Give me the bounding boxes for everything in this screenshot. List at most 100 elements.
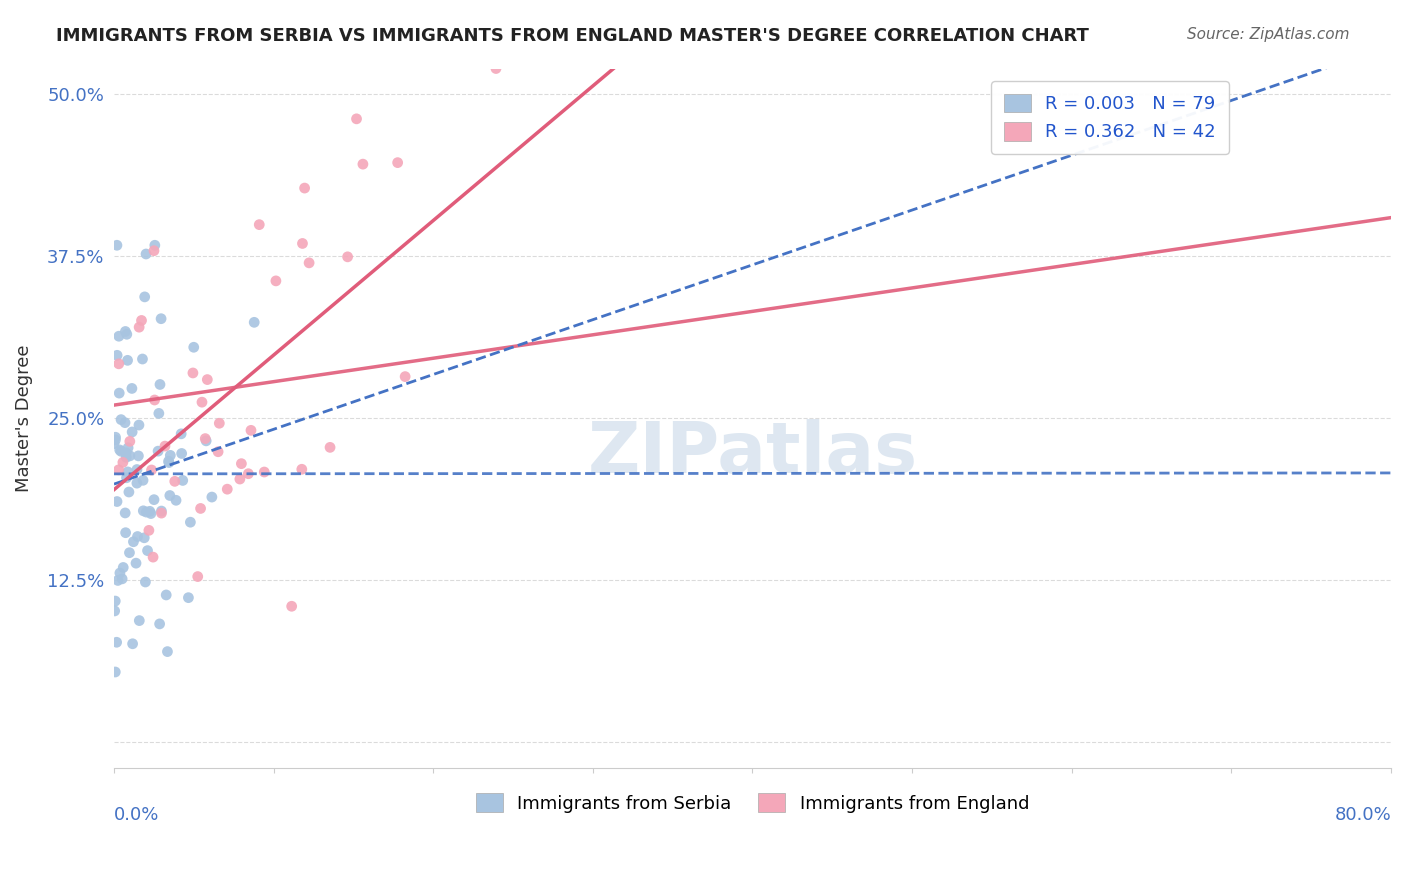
Point [165,493,187,508]
Point [117,353,139,368]
Text: ZIPatlas: ZIPatlas [588,418,918,488]
Point [170,446,193,460]
Point [136,543,159,558]
Point [141,463,163,477]
Point [134,531,156,545]
Point [143,238,166,252]
Point [346,112,368,126]
Point [264,274,287,288]
Point [114,416,136,430]
Point [156,644,179,658]
Point [149,616,172,631]
Point [183,340,205,354]
Point [148,406,170,420]
Point [104,665,127,679]
Point [142,550,165,565]
Point [125,462,148,476]
Point [143,244,166,258]
Point [110,412,132,426]
Point [128,418,150,433]
Point [155,588,177,602]
Point [153,439,176,453]
Point [104,594,127,608]
Point [105,635,128,649]
Text: Source: ZipAtlas.com: Source: ZipAtlas.com [1187,27,1350,42]
Point [394,369,416,384]
Point [238,467,260,481]
Point [387,155,409,169]
Point [104,433,127,447]
Point [208,416,231,430]
Text: 80.0%: 80.0% [1334,806,1391,824]
Point [118,546,141,560]
Point [128,320,150,334]
Point [107,463,129,477]
Point [104,604,127,618]
Point [134,574,156,589]
Legend: R = 0.003   N = 79, R = 0.362   N = 42: R = 0.003 N = 79, R = 0.362 N = 42 [991,81,1229,154]
Point [240,423,263,437]
Point [118,434,141,449]
Point [485,62,508,76]
Point [118,485,141,500]
Point [195,434,218,448]
Point [111,572,134,586]
Point [125,476,148,491]
Point [157,454,180,468]
Point [187,569,209,583]
Point [159,448,181,462]
Point [121,637,143,651]
Point [146,444,169,458]
Point [143,492,166,507]
Point [112,560,135,574]
Point [229,472,252,486]
Point [115,471,138,485]
Point [131,351,153,366]
Point [191,395,214,409]
Point [127,529,149,543]
Point [150,311,173,326]
Point [105,348,128,362]
Point [159,489,181,503]
Point [177,591,200,605]
Text: 0.0%: 0.0% [114,806,159,824]
Point [117,441,139,455]
Point [104,430,127,444]
Point [243,315,266,329]
Point [201,490,224,504]
Point [149,377,172,392]
Point [105,238,128,252]
Point [139,507,162,521]
Point [157,456,180,470]
Point [121,425,143,439]
Point [115,450,138,465]
Point [181,366,204,380]
Point [132,473,155,487]
Point [217,482,239,496]
Point [170,426,193,441]
Point [108,329,131,343]
Point [253,465,276,479]
Point [231,457,253,471]
Point [190,501,212,516]
Point [128,614,150,628]
Point [291,236,314,251]
Point [131,313,153,327]
Y-axis label: Master's Degree: Master's Degree [15,344,32,491]
Point [105,494,128,508]
Point [298,256,321,270]
Point [352,157,374,171]
Point [291,462,314,476]
Point [117,465,139,479]
Point [195,373,218,387]
Point [135,505,157,519]
Point [111,455,134,469]
Point [107,357,129,371]
Point [114,525,136,540]
Point [107,574,129,588]
Point [122,534,145,549]
Point [143,392,166,407]
Point [108,566,131,580]
Point [150,506,173,520]
Point [121,381,143,395]
